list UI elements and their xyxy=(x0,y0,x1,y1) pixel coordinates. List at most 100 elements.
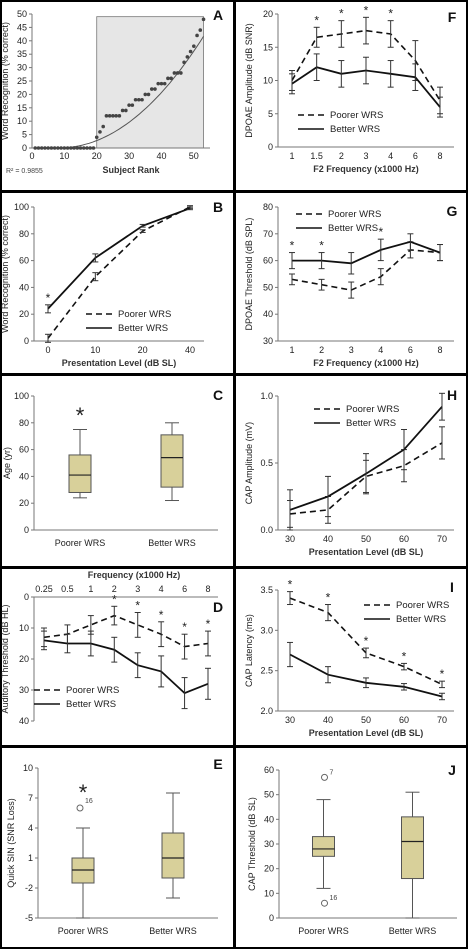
outlier-point xyxy=(321,899,328,907)
series-line-poorer xyxy=(289,442,443,515)
significance-star: * xyxy=(206,617,211,631)
x-tick-label: 30 xyxy=(285,534,295,544)
y-tick-label: 0 xyxy=(269,913,274,923)
x-tick-label: 6 xyxy=(408,345,413,355)
series-line-poorer xyxy=(289,597,443,686)
data-point xyxy=(175,71,180,75)
outlier-point xyxy=(76,804,84,812)
y-tick-label: 100 xyxy=(14,202,29,212)
data-point xyxy=(98,130,102,134)
data-point xyxy=(156,81,161,86)
significance-star: * xyxy=(290,239,295,253)
data-point xyxy=(169,76,173,81)
y-tick-label: 10 xyxy=(19,623,29,633)
significance-star: * xyxy=(46,291,51,305)
data-point xyxy=(198,28,203,32)
x-tick-label: 20 xyxy=(138,345,148,355)
y-tick-label: 50 xyxy=(263,282,273,292)
data-point xyxy=(130,103,135,107)
data-point xyxy=(185,55,190,59)
r-squared: R² = 0.9855 xyxy=(6,168,43,175)
category-label: Poorer WRS xyxy=(55,538,106,548)
data-point xyxy=(56,146,60,150)
y-axis-label: Word Recognition (% correct) xyxy=(0,215,10,333)
y-tick-label: 50 xyxy=(264,790,274,800)
y-axis-label: Age (yr) xyxy=(2,447,12,479)
x-tick-label: 60 xyxy=(399,715,409,725)
y-tick-label: 0 xyxy=(24,592,29,602)
panel-letter: D xyxy=(213,599,223,615)
y-tick-label: 0 xyxy=(268,142,273,152)
x-tick-label: 70 xyxy=(437,534,447,544)
x-tick-label: 50 xyxy=(361,715,371,725)
panel-letter: G xyxy=(447,203,458,219)
data-point xyxy=(107,114,112,118)
category-label: Better WRS xyxy=(148,538,196,548)
data-point xyxy=(133,97,138,102)
y-tick-label: 15 xyxy=(17,103,27,113)
chart-d: 0 10 20 30 40 Auditory Threshold (dB HL) D 0.25… xyxy=(0,570,223,726)
significance-star: * xyxy=(288,578,293,592)
legend-label: Better WRS xyxy=(328,223,378,234)
x-tick-label: 2 xyxy=(112,584,117,594)
x-tick-label: 30 xyxy=(285,715,295,725)
data-point xyxy=(52,146,57,150)
data-point xyxy=(81,146,86,150)
x-tick-label: 0 xyxy=(45,345,50,355)
y-tick-label: 1 xyxy=(28,853,33,863)
x-tick-label: 4 xyxy=(159,584,164,594)
panel-h xyxy=(236,376,466,566)
y-tick-label: 100 xyxy=(14,391,29,401)
significance-star: * xyxy=(112,592,117,606)
panel-c xyxy=(2,376,233,566)
data-point xyxy=(166,76,170,81)
y-tick-label: 0.5 xyxy=(260,458,273,468)
series-line-better xyxy=(43,639,209,695)
series-line-better xyxy=(47,207,191,310)
category-label: Better WRS xyxy=(389,926,437,936)
y-tick-label: 5 xyxy=(268,109,273,119)
category-label: Poorer WRS xyxy=(298,926,349,936)
significance-star: * xyxy=(326,591,331,605)
data-point xyxy=(114,114,118,118)
significance-star: * xyxy=(378,225,383,239)
y-axis-label: DPOAE Threshold (dB SPL) xyxy=(244,218,254,331)
legend-label: Better WRS xyxy=(118,323,168,334)
y-tick-label: 80 xyxy=(19,418,29,428)
x-tick-label: 60 xyxy=(399,534,409,544)
box xyxy=(68,454,92,493)
series-line-better xyxy=(292,240,441,265)
y-axis-label: CAP Threshold (dB SL) xyxy=(247,797,257,891)
outlier-label: 16 xyxy=(330,895,338,902)
y-tick-label: 0 xyxy=(24,336,29,346)
box xyxy=(401,816,424,880)
x-tick-label: 50 xyxy=(361,534,371,544)
y-tick-label: 1.0 xyxy=(260,391,273,401)
data-point xyxy=(49,146,54,150)
x-tick-label: 8 xyxy=(437,345,442,355)
data-point xyxy=(75,146,80,150)
data-point xyxy=(111,114,115,118)
y-tick-label: 60 xyxy=(19,445,29,455)
data-point xyxy=(78,146,83,150)
series-line-poorer xyxy=(291,249,441,291)
y-tick-label: 40 xyxy=(263,309,273,319)
x-axis-label: Subject Rank xyxy=(102,165,160,175)
significance-star: * xyxy=(319,239,324,253)
y-tick-label: 40 xyxy=(264,814,274,824)
y-tick-label: 30 xyxy=(19,685,29,695)
significance-star: * xyxy=(388,7,393,21)
y-axis-label: Auditory Threshold (dB HL) xyxy=(0,605,10,714)
data-point xyxy=(192,44,196,48)
y-tick-label: 5 xyxy=(22,130,27,140)
panel-letter: C xyxy=(213,387,223,403)
y-tick-label: 2.0 xyxy=(260,706,273,716)
x-axis-label: F2 Frequency (x1000 Hz) xyxy=(313,358,419,368)
x-tick-label: 3 xyxy=(363,151,368,161)
box xyxy=(160,434,184,488)
chart-e: -5 -2 1 4 7 10 Quick SIN (SNR Loss) E Poorer WRS… xyxy=(6,756,223,936)
data-point xyxy=(69,146,73,150)
data-point xyxy=(39,146,44,150)
